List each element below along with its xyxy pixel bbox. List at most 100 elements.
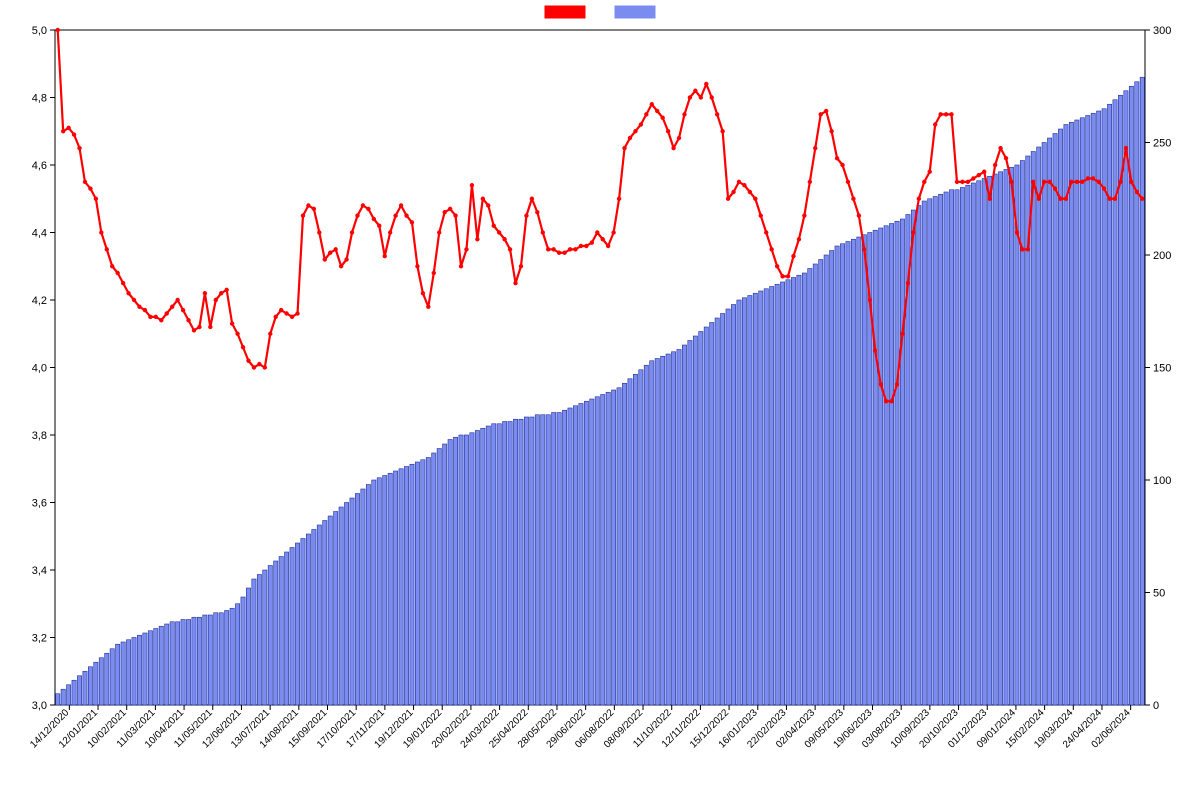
line-marker [1009, 180, 1013, 184]
bar [344, 503, 348, 706]
line-marker [541, 230, 545, 234]
bar [77, 676, 81, 705]
line-marker [737, 180, 741, 184]
line-marker [219, 291, 223, 295]
line-marker [115, 271, 119, 275]
bar [1009, 167, 1013, 705]
bar [748, 296, 752, 706]
bar [639, 370, 643, 705]
bar [955, 190, 959, 705]
line-marker [333, 247, 337, 251]
bar [960, 188, 964, 706]
line-marker [846, 180, 850, 184]
bar [246, 588, 250, 705]
line-marker [88, 186, 92, 190]
line-marker [960, 180, 964, 184]
bar [175, 622, 179, 705]
line-marker [426, 305, 430, 309]
bar [813, 264, 817, 705]
bar [143, 633, 147, 705]
line-marker [214, 298, 218, 302]
line-marker [344, 257, 348, 261]
line-marker [557, 251, 561, 255]
bar [290, 548, 294, 706]
y-right-tick-label: 50 [1153, 588, 1165, 600]
bar [181, 620, 185, 706]
line-marker [1113, 197, 1117, 201]
bar [492, 424, 496, 705]
bar [1047, 138, 1051, 705]
bar [372, 480, 376, 705]
bar [121, 642, 125, 705]
line-marker [497, 230, 501, 234]
bar [622, 383, 626, 705]
line-marker [601, 237, 605, 241]
line-marker [993, 163, 997, 167]
line-marker [208, 325, 212, 329]
line-marker [355, 213, 359, 217]
line-marker [775, 264, 779, 268]
line-marker [764, 230, 768, 234]
line-marker [132, 298, 136, 302]
line-marker [802, 213, 806, 217]
line-marker [404, 213, 408, 217]
bar [611, 390, 615, 705]
line-marker [442, 210, 446, 214]
line-marker [987, 197, 991, 201]
line-marker [759, 213, 763, 217]
bar [568, 408, 572, 705]
line-marker [819, 112, 823, 116]
bar [977, 181, 981, 705]
bar [132, 638, 136, 706]
y-left-tick-label: 3,0 [32, 700, 47, 712]
line-marker [481, 197, 485, 201]
line-marker [857, 213, 861, 217]
bar [1064, 125, 1068, 706]
bar [780, 282, 784, 705]
bar [873, 230, 877, 705]
bar [633, 374, 637, 705]
bar [524, 417, 528, 705]
bar [99, 658, 103, 705]
line-marker [1107, 197, 1111, 201]
line-marker [682, 112, 686, 116]
y-left-tick-label: 4,2 [32, 295, 47, 307]
line-marker [655, 109, 659, 113]
line-marker [895, 382, 899, 386]
bar [922, 201, 926, 705]
bar [949, 190, 953, 705]
bar [475, 431, 479, 706]
line-marker [524, 213, 528, 217]
line-marker [938, 112, 942, 116]
y-right-tick-label: 300 [1153, 25, 1171, 37]
bar [601, 395, 605, 706]
line-marker [317, 230, 321, 234]
bar [715, 318, 719, 705]
bar [230, 608, 234, 705]
bar [1091, 113, 1095, 705]
line-marker [1118, 180, 1122, 184]
line-marker [372, 217, 376, 221]
bar [895, 221, 899, 705]
line-marker [399, 203, 403, 207]
bar [137, 635, 141, 705]
line-marker [928, 170, 932, 174]
bar [966, 185, 970, 705]
line-marker [1004, 156, 1008, 160]
bar [993, 174, 997, 705]
bar [770, 287, 774, 706]
line-marker [862, 247, 866, 251]
bar [241, 597, 245, 705]
bar [165, 624, 169, 705]
line-marker [808, 180, 812, 184]
line-marker [873, 348, 877, 352]
line-marker [1129, 180, 1133, 184]
line-marker [769, 247, 773, 251]
bar [682, 345, 686, 705]
bar [699, 332, 703, 706]
y-left-tick-label: 4,0 [32, 363, 47, 375]
bar [573, 406, 577, 705]
line-marker [884, 399, 888, 403]
bar [606, 392, 610, 705]
line-marker [513, 281, 517, 285]
